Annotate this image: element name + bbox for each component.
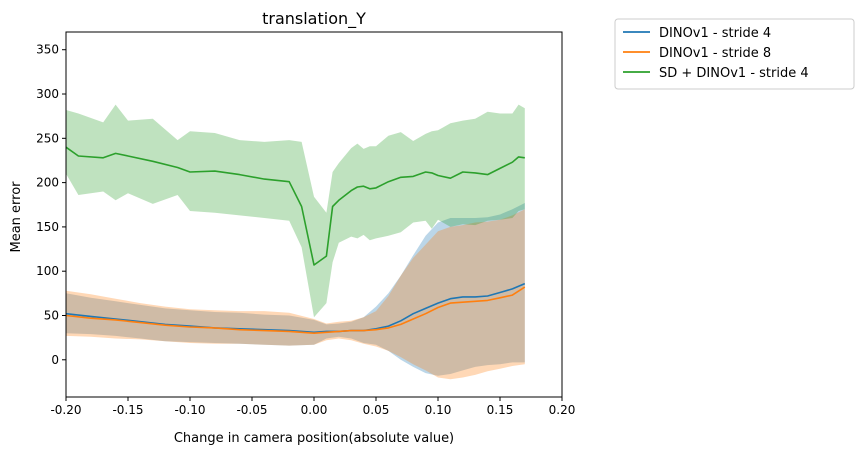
y-tick-label: 100 [36,264,59,278]
x-tick-label: 0.10 [425,403,452,417]
y-axis-label: Mean error [9,181,24,253]
series-lines [65,146,526,335]
y-tick-label: 350 [36,43,59,57]
confidence-bands [66,104,525,380]
x-tick-label: 0.15 [487,403,514,417]
legend: DINOv1 - stride 4 DINOv1 - stride 8 SD + D… [614,18,855,90]
y-tick-label: 250 [36,131,59,145]
y-tick-label: 50 [44,308,59,322]
x-tick-label: -0.10 [174,403,205,417]
line-series-2 [65,286,526,335]
x-tick-label: 0.20 [549,403,576,417]
y-tick-label: 200 [36,176,59,190]
x-tick-label: -0.20 [50,403,81,417]
x-axis-label: Change in camera position(absolute value… [174,431,454,446]
legend-label: SD + DINOv1 - stride 4 [659,66,809,81]
x-tick-label: 0.00 [301,403,328,417]
y-tick-label: 300 [36,87,59,101]
legend-label: DINOv1 - stride 4 [659,26,771,41]
y-tick-label: 150 [36,220,59,234]
chart-title: translation_Y [262,9,366,29]
band-series-3 [66,104,525,318]
x-tick-label: -0.15 [112,403,143,417]
band-series-1 [66,203,525,376]
band-series-2 [66,209,525,380]
legend-label: DINOv1 - stride 8 [659,46,771,61]
legend-box [614,18,855,90]
x-tick-label: 0.05 [363,403,390,417]
x-tick-label: -0.05 [236,403,267,417]
y-tick-label: 0 [51,353,59,367]
axes: -0.20 -0.15 -0.10 -0.05 0.00 0.05 0.10 0.15 0.20… [36,31,576,417]
line-series-3 [65,146,525,266]
